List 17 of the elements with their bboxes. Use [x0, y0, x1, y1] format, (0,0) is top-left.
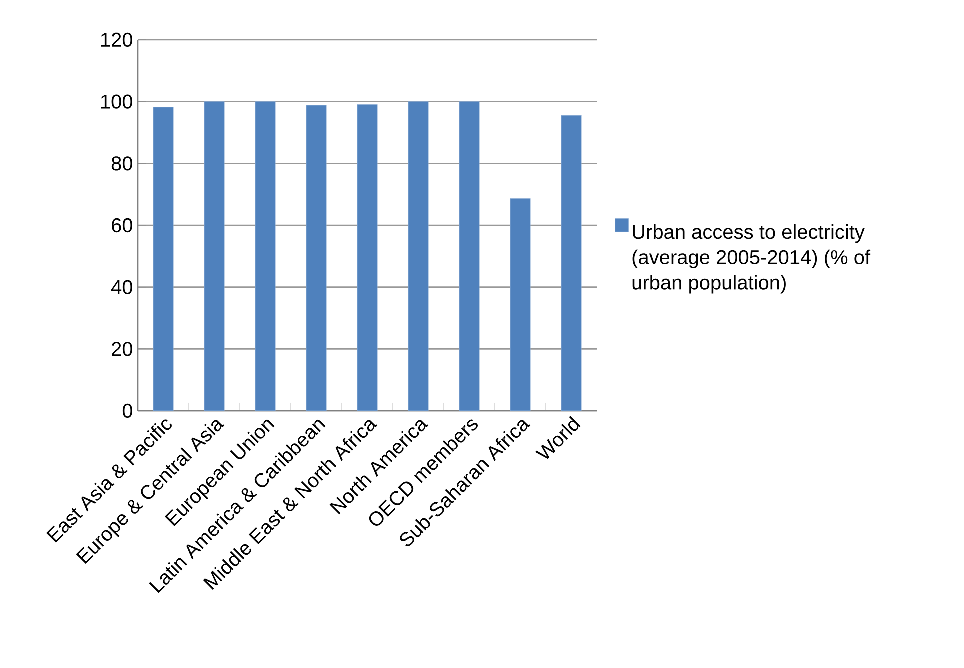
bar [357, 104, 378, 412]
y-tick-label: 0 [122, 404, 132, 418]
bar [306, 105, 327, 412]
y-tick-label: 20 [112, 342, 132, 356]
y-tick-label: 40 [112, 280, 132, 294]
bar [153, 107, 174, 412]
y-tick-label: 80 [112, 156, 132, 171]
y-tick-label: 100 [101, 94, 132, 109]
bar [204, 102, 225, 412]
bar [459, 102, 480, 412]
bar [510, 198, 531, 412]
y-tick-label: 60 [112, 218, 132, 233]
y-tick-label: 120 [101, 32, 132, 48]
bar [255, 102, 276, 412]
legend-label: Urban access to electricity (average 2005-2014) (% of urban population) [632, 224, 871, 294]
bar [561, 115, 582, 412]
bar [408, 102, 429, 412]
